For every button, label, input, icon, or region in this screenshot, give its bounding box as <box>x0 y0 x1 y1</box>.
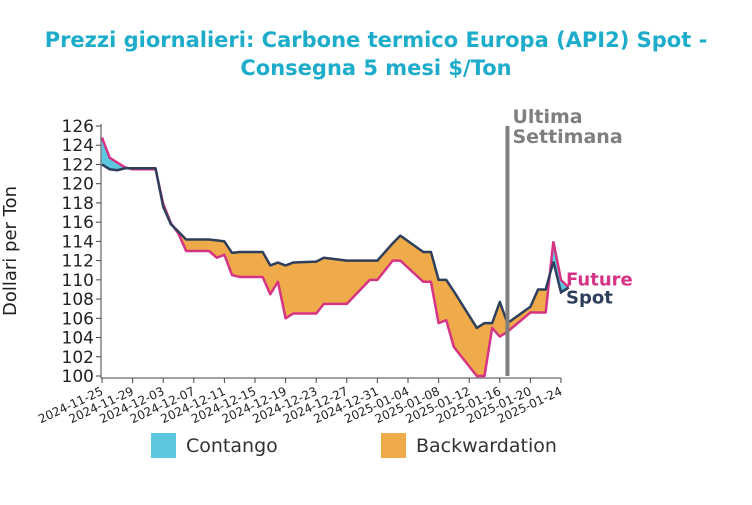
annotation-label-line2: Settimana <box>512 126 622 148</box>
future-end-label: Future <box>566 270 633 291</box>
y-tick-label: 124 <box>62 136 94 156</box>
future-series-tail <box>552 241 570 289</box>
backwardation-fill <box>438 279 447 324</box>
spot-series-tail <box>552 261 570 295</box>
backwardation-fill <box>476 322 485 377</box>
spot-series-line <box>101 163 555 330</box>
backwardation-fill <box>537 289 546 313</box>
y-tick-label: 100 <box>62 367 94 387</box>
backwardation-fill <box>239 251 263 278</box>
y-tick-label: 114 <box>62 232 94 252</box>
y-tick-label: 106 <box>62 309 94 329</box>
y-tick-label: 110 <box>62 271 94 291</box>
y-tick-label: 118 <box>62 194 94 214</box>
legend-item-contango: Contango <box>151 433 278 458</box>
y-tick-label: 112 <box>62 252 94 272</box>
backwardation-fill <box>369 260 378 281</box>
y-tick-label: 102 <box>62 348 94 368</box>
y-tick-label: 104 <box>62 329 94 349</box>
backwardation-fill <box>285 262 294 319</box>
annotation-label-line1: Ultima <box>512 106 582 128</box>
legend-label-contango: Contango <box>186 434 278 457</box>
y-tick-label: 116 <box>62 213 94 233</box>
legend-label-backwardation: Backwardation <box>416 434 557 457</box>
legend-item-backwardation: Backwardation <box>381 433 557 458</box>
y-tick-label: 126 <box>62 117 94 137</box>
chart-title: Prezzi giornalieri: Carbone termico Euro… <box>44 28 708 80</box>
y-tick-label: 122 <box>62 155 94 175</box>
backwardation-fill <box>323 257 348 305</box>
spot-end-label: Spot <box>566 288 613 309</box>
backwardation-fill <box>293 261 317 314</box>
backwardation-fill <box>423 251 432 283</box>
y-axis-label: Dollari per Ton <box>0 186 21 316</box>
backwardation-swatch <box>381 433 406 458</box>
y-tick-label: 108 <box>62 290 94 310</box>
backwardation-fill <box>231 251 240 278</box>
y-tick-label: 120 <box>62 175 94 195</box>
contango-swatch <box>151 433 176 458</box>
backwardation-fill <box>185 239 210 252</box>
